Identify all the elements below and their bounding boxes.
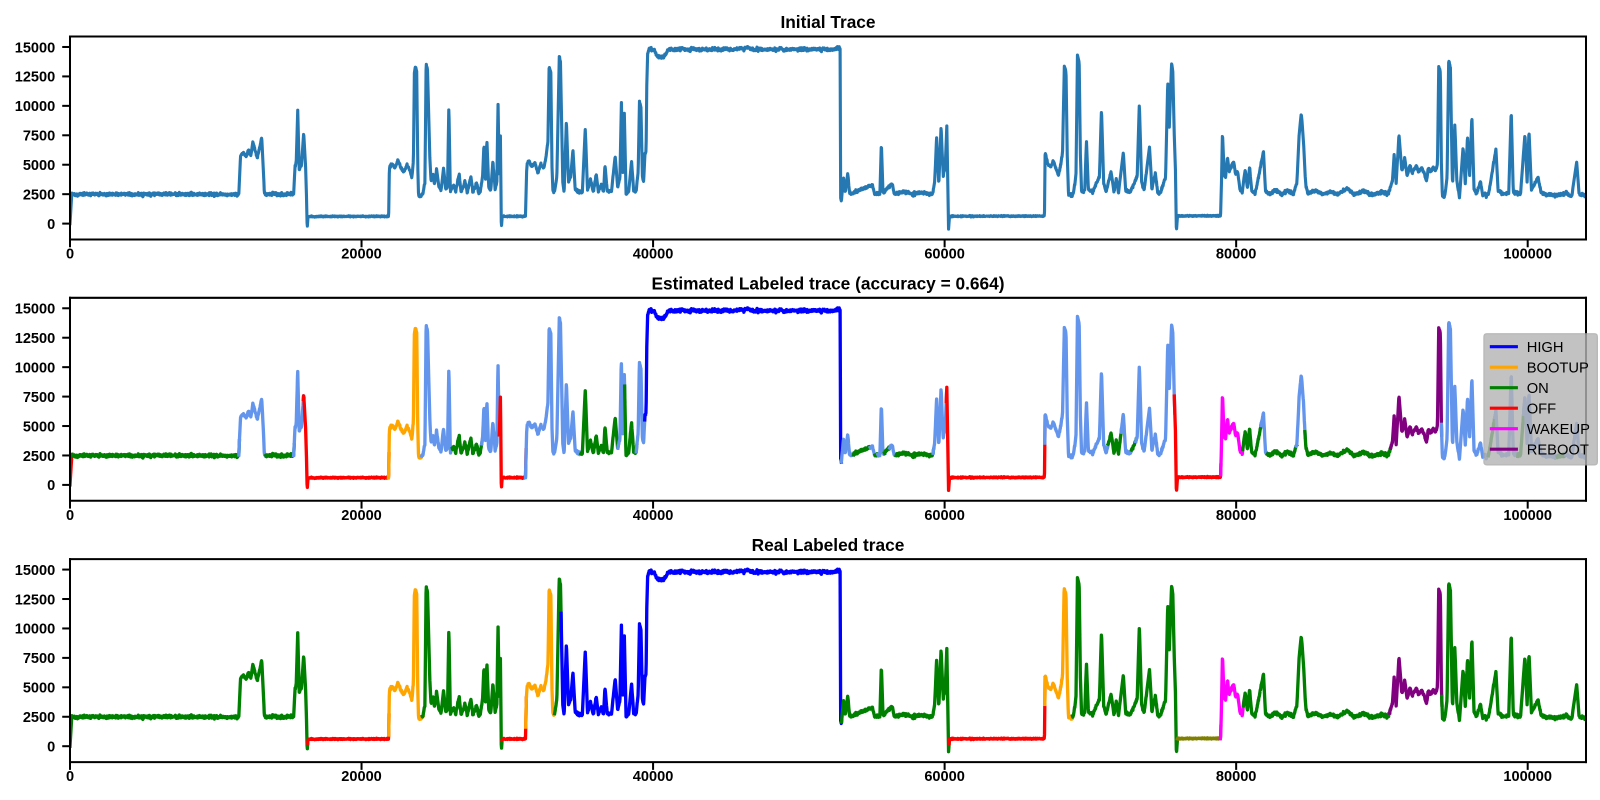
- svg-text:80000: 80000: [1216, 769, 1257, 785]
- svg-text:5000: 5000: [23, 419, 55, 435]
- svg-text:WAKEUP: WAKEUP: [1527, 422, 1590, 438]
- svg-text:2500: 2500: [23, 710, 55, 726]
- svg-text:40000: 40000: [633, 247, 674, 263]
- svg-text:Real Labeled trace: Real Labeled trace: [752, 535, 905, 555]
- svg-text:REBOOT: REBOOT: [1527, 442, 1589, 458]
- svg-text:80000: 80000: [1216, 508, 1257, 524]
- svg-text:BOOTUP: BOOTUP: [1527, 360, 1589, 376]
- svg-text:10000: 10000: [15, 622, 56, 638]
- svg-text:60000: 60000: [924, 769, 965, 785]
- svg-text:20000: 20000: [341, 508, 382, 524]
- svg-text:12500: 12500: [15, 592, 56, 608]
- svg-text:20000: 20000: [341, 769, 382, 785]
- svg-text:7500: 7500: [23, 390, 55, 406]
- svg-text:10000: 10000: [15, 360, 56, 376]
- svg-text:HIGH: HIGH: [1527, 340, 1564, 356]
- svg-text:5000: 5000: [23, 158, 55, 174]
- svg-text:15000: 15000: [15, 563, 56, 579]
- svg-text:5000: 5000: [23, 681, 55, 697]
- svg-text:2500: 2500: [23, 449, 55, 465]
- svg-text:OFF: OFF: [1527, 401, 1556, 417]
- svg-text:Estimated Labeled trace (accur: Estimated Labeled trace (accuracy = 0.66…: [651, 273, 1004, 293]
- svg-text:0: 0: [66, 508, 74, 524]
- svg-text:100000: 100000: [1503, 247, 1552, 263]
- svg-text:7500: 7500: [23, 651, 55, 667]
- svg-text:0: 0: [47, 478, 55, 494]
- svg-text:40000: 40000: [633, 508, 674, 524]
- svg-text:60000: 60000: [924, 508, 965, 524]
- svg-text:15000: 15000: [15, 302, 56, 318]
- svg-text:100000: 100000: [1503, 769, 1552, 785]
- svg-text:ON: ON: [1527, 381, 1549, 397]
- svg-text:0: 0: [66, 247, 74, 263]
- svg-text:2500: 2500: [23, 187, 55, 203]
- svg-text:20000: 20000: [341, 247, 382, 263]
- svg-text:0: 0: [66, 769, 74, 785]
- svg-text:100000: 100000: [1503, 508, 1552, 524]
- svg-text:12500: 12500: [15, 70, 56, 86]
- svg-text:15000: 15000: [15, 40, 56, 56]
- svg-text:7500: 7500: [23, 129, 55, 145]
- svg-text:80000: 80000: [1216, 247, 1257, 263]
- svg-text:40000: 40000: [633, 769, 674, 785]
- svg-text:12500: 12500: [15, 331, 56, 347]
- svg-text:60000: 60000: [924, 247, 965, 263]
- svg-text:0: 0: [47, 217, 55, 233]
- svg-text:Initial Trace: Initial Trace: [780, 12, 875, 32]
- svg-text:10000: 10000: [15, 99, 56, 115]
- svg-text:0: 0: [47, 739, 55, 755]
